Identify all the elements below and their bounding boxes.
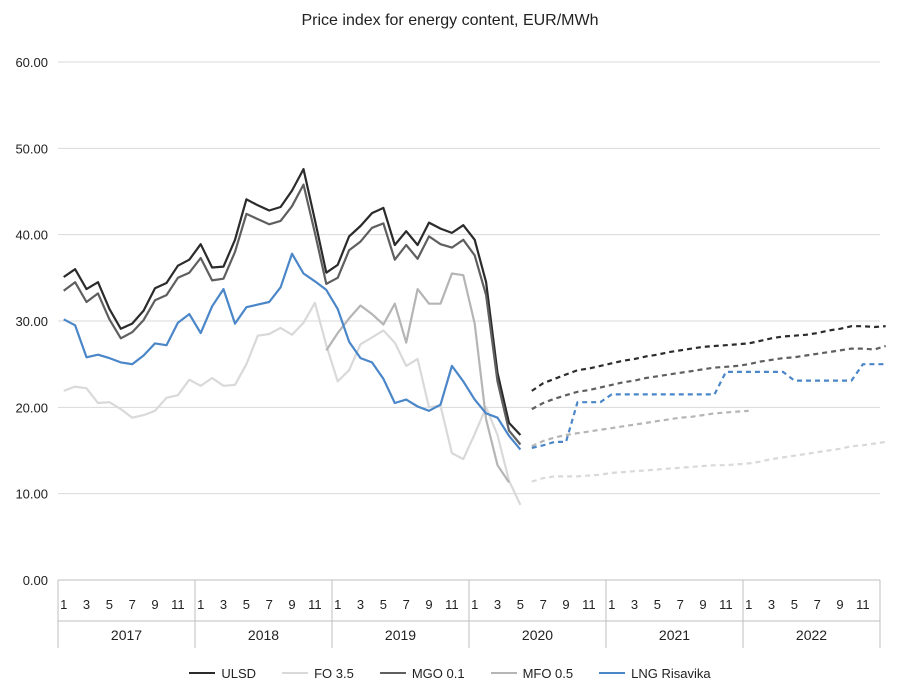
year-label: 2017 [111,627,142,643]
legend-item-mgo01: MGO 0.1 [379,665,465,681]
x-tick-label: 9 [836,597,843,612]
series-line-mgo-0-1 [63,183,522,446]
legend-swatch-mgo01 [379,672,406,674]
y-tick-label: 60.00 [15,55,48,70]
year-label: 2018 [248,627,279,643]
x-tick-label: 3 [220,597,227,612]
x-tick-label: 11 [582,597,596,612]
series-line-lng-risavika [63,252,522,451]
x-tick-label: 9 [151,597,158,612]
x-tick-label: 11 [445,597,459,612]
x-tick-label: 11 [719,597,733,612]
x-tick-label: 5 [380,597,387,612]
year-label: 2020 [522,627,553,643]
legend-label-mgo01: MGO 0.1 [411,665,465,681]
legend-item-lng: LNG Risavika [599,665,711,681]
legend-label-ulsd: ULSD [221,665,257,681]
chart-title: Price index for energy content, EUR/MWh [301,12,599,29]
legend-swatch-mfo05 [490,672,517,674]
legend-label-mfo05: MFO 0.5 [522,665,574,681]
x-tick-label: 3 [631,597,638,612]
year-label: 2022 [796,627,827,643]
x-tick-label: 1 [745,597,752,612]
y-tick-label: 20.00 [15,400,48,415]
year-label: 2021 [659,627,690,643]
x-tick-label: 5 [517,597,524,612]
series-line-lng-risavika-forecast [531,363,886,449]
x-axis: 1 3 5 7 9 11 1 3 5 7 9 11 1 3 5 7 9 11 1 3 5 7 9 11 1 3 5 7 9 11 1 3 5 7 9… [57,580,881,648]
legend-swatch-ulsd [189,672,216,674]
x-tick-label: 3 [357,597,364,612]
x-tick-label: 3 [83,597,90,612]
x-tick-label: 7 [677,597,684,612]
x-tick-label: 1 [197,597,204,612]
y-tick-label: 40.00 [15,228,48,243]
legend-item-fo35: FO 3.5 [282,666,354,681]
x-tick-label: 5 [791,597,798,612]
series-line-ulsd [63,168,522,436]
x-tick-label: 11 [308,597,322,612]
series-line-fo-3-5-forecast [531,440,886,483]
x-tick-label: 7 [540,597,547,612]
x-tick-label: 7 [403,597,410,612]
x-tick-label: 5 [654,597,661,612]
x-tick-label: 9 [288,597,295,612]
legend-item-mfo05: MFO 0.5 [490,665,574,681]
x-tick-label: 3 [494,597,501,612]
series-lines [63,168,887,506]
x-tick-label: 9 [425,597,432,612]
series-line-mgo-0-1-forecast [531,344,887,411]
y-tick-label: 50.00 [15,141,48,156]
x-tick-label: 7 [814,597,821,612]
y-tick-label: 0.00 [23,573,48,588]
x-tick-label: 9 [699,597,706,612]
x-tick-label: 11 [171,597,185,612]
legend-label-lng: LNG Risavika [631,665,711,681]
x-tick-label: 5 [106,597,113,612]
x-tick-label: 1 [60,597,67,612]
y-tick-label: 10.00 [15,487,48,502]
legend-item-ulsd: ULSD [189,666,256,681]
x-tick-label: 11 [856,597,870,612]
x-tick-label: 1 [608,597,615,612]
x-tick-label: 7 [129,597,136,612]
series-line-mfo-0-5 [325,272,510,484]
series-line-fo-3-5 [63,301,522,506]
x-tick-label: 1 [334,597,341,612]
y-axis-ticks: 0.00 10.00 20.00 30.00 40.00 50.00 60.00 [15,55,48,588]
x-tick-label: 1 [471,597,478,612]
x-tick-label: 3 [768,597,775,612]
series-line-mfo-0-5-forecast [531,409,749,448]
x-tick-label: 5 [243,597,250,612]
legend-swatch-fo35 [282,672,309,674]
x-tick-label: 7 [266,597,273,612]
year-label: 2019 [385,627,416,643]
series-line-ulsd-forecast [531,325,886,392]
x-tick-label: 9 [562,597,569,612]
legend: ULSD FO 3.5 MGO 0.1 MFO 0.5 LNG Risavika [0,661,900,685]
y-tick-label: 30.00 [15,314,48,329]
legend-label-fo35: FO 3.5 [314,665,354,681]
legend-swatch-lng [599,672,626,674]
